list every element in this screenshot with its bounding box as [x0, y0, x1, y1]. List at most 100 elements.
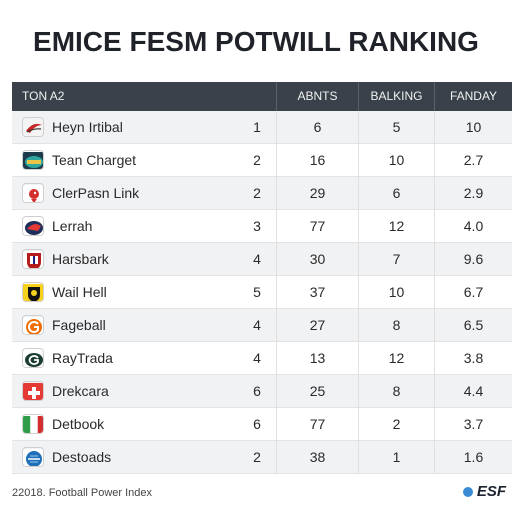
- balking-value: 5: [359, 110, 435, 144]
- fanday-value: 4.4: [463, 382, 484, 399]
- balking-value: 8: [359, 308, 435, 342]
- balking-value: 1: [359, 440, 435, 474]
- italy-stripes-icon: [22, 414, 44, 434]
- blue-disc-icon: [22, 447, 44, 467]
- team-name[interactable]: Heyn Irtibal: [52, 118, 123, 135]
- fanday-value: 2.9: [463, 184, 484, 201]
- team-cell: Drekcara 6: [12, 374, 277, 408]
- rank-value: 6: [253, 382, 261, 399]
- team-name[interactable]: Fageball: [52, 316, 106, 333]
- team-cell: Harsbark 4: [12, 242, 277, 276]
- column-header-fanday[interactable]: FANDAY: [449, 89, 498, 103]
- team-name[interactable]: RayTrada: [52, 349, 113, 366]
- abnts-value: 16: [277, 143, 359, 177]
- fanday-value: 1.6: [463, 448, 484, 465]
- green-g-oval-icon: [22, 348, 44, 368]
- table-row[interactable]: RayTrada 4 13 12 3.8: [12, 341, 512, 375]
- rank-value: 2: [253, 151, 261, 168]
- balking-value: 8: [359, 374, 435, 408]
- fanday-value: 10: [465, 118, 482, 135]
- table-row[interactable]: Destoads 2 38 1 1.6: [12, 440, 512, 474]
- team-name[interactable]: Destoads: [52, 448, 112, 465]
- balking-value: 10: [359, 143, 435, 177]
- team-name[interactable]: Tean Charget: [52, 151, 137, 168]
- fanday-value: 3.7: [463, 415, 484, 432]
- table-row[interactable]: Tean Charget 2 16 10 2.7: [12, 143, 512, 177]
- column-header-team[interactable]: TON A2: [12, 82, 277, 111]
- abnts-value: 77: [277, 209, 359, 243]
- orange-g-icon: [22, 315, 44, 335]
- table-row[interactable]: Lerrah 3 77 12 4.0: [12, 209, 512, 243]
- team-cell: Heyn Irtibal 1: [12, 110, 277, 144]
- page-title: EMICE FESM POTWILL RANKING: [33, 26, 479, 57]
- fanday-value: 2.7: [463, 151, 484, 168]
- rank-value: 2: [253, 448, 261, 465]
- fanday-value: 4.0: [463, 217, 484, 234]
- abnts-value: 77: [277, 407, 359, 441]
- team-name[interactable]: Detbook: [52, 415, 105, 432]
- balking-value: 12: [359, 341, 435, 375]
- team-name[interactable]: Drekcara: [52, 382, 109, 399]
- rank-value: 4: [253, 349, 261, 366]
- brand-logo: ESF: [462, 483, 506, 500]
- rank-value: 5: [253, 283, 261, 300]
- abnts-value: 30: [277, 242, 359, 276]
- abnts-value: 37: [277, 275, 359, 309]
- red-shield-icon: [22, 249, 44, 269]
- team-name[interactable]: Wail Hell: [52, 283, 107, 300]
- team-cell: Detbook 6: [12, 407, 277, 441]
- team-cell: Lerrah 3: [12, 209, 277, 243]
- fanday-value: 6.5: [463, 316, 484, 333]
- teal-oval-icon: [22, 150, 44, 170]
- yellow-black-shield-icon: [22, 282, 44, 302]
- abnts-value: 27: [277, 308, 359, 342]
- red-cross-icon: [22, 381, 44, 401]
- table-row[interactable]: Heyn Irtibal 1 6 5 10: [12, 110, 512, 144]
- ranking-table: TON A2 ABNTS BALKING FANDAY Heyn Irtibal…: [12, 82, 512, 474]
- table-row[interactable]: ClerPasn Link 2 29 6 2.9: [12, 176, 512, 210]
- team-cell: Wail Hell 5: [12, 275, 277, 309]
- rank-value: 6: [253, 415, 261, 432]
- column-header-balking[interactable]: BALKING: [359, 82, 435, 111]
- table-header: TON A2 ABNTS BALKING FANDAY: [12, 82, 512, 111]
- table-row[interactable]: Fageball 4 27 8 6.5: [12, 308, 512, 342]
- abnts-value: 25: [277, 374, 359, 408]
- balking-value: 6: [359, 176, 435, 210]
- team-name[interactable]: ClerPasn Link: [52, 184, 140, 201]
- brand-text: ESF: [476, 483, 506, 500]
- balking-value: 7: [359, 242, 435, 276]
- balking-value: 2: [359, 407, 435, 441]
- team-cell: ClerPasn Link 2: [12, 176, 277, 210]
- rank-value: 1: [253, 118, 261, 135]
- fanday-value: 9.6: [463, 250, 484, 267]
- abnts-value: 6: [277, 110, 359, 144]
- team-cell: Destoads 2: [12, 440, 277, 474]
- red-bird-icon: [22, 183, 44, 203]
- balking-value: 12: [359, 209, 435, 243]
- rank-value: 4: [253, 316, 261, 333]
- table-row[interactable]: Detbook 6 77 2 3.7: [12, 407, 512, 441]
- abnts-value: 13: [277, 341, 359, 375]
- team-cell: RayTrada 4: [12, 341, 277, 375]
- table-row[interactable]: Wail Hell 5 37 10 6.7: [12, 275, 512, 309]
- abnts-value: 29: [277, 176, 359, 210]
- team-cell: Tean Charget 2: [12, 143, 277, 177]
- table-row[interactable]: Drekcara 6 25 8 4.4: [12, 374, 512, 408]
- rank-value: 2: [253, 184, 261, 201]
- fanday-value: 6.7: [463, 283, 484, 300]
- team-name[interactable]: Harsbark: [52, 250, 109, 267]
- navy-red-wing-icon: [22, 216, 44, 236]
- table-body: Heyn Irtibal 1 6 5 10 Tean Charget 2 16 10 2.7 Cle…: [12, 110, 512, 474]
- team-name[interactable]: Lerrah: [52, 217, 93, 234]
- red-swoosh-icon: [22, 117, 44, 137]
- source-note: 22018. Football Power Index: [12, 487, 153, 499]
- brand-dot-icon: [462, 486, 473, 497]
- abnts-value: 38: [277, 440, 359, 474]
- rank-value: 4: [253, 250, 261, 267]
- table-row[interactable]: Harsbark 4 30 7 9.6: [12, 242, 512, 276]
- column-header-abnts[interactable]: ABNTS: [277, 82, 359, 111]
- rank-value: 3: [253, 217, 261, 234]
- fanday-value: 3.8: [463, 349, 484, 366]
- team-cell: Fageball 4: [12, 308, 277, 342]
